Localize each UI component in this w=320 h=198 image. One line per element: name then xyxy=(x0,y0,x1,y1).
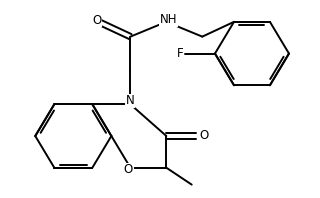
Text: N: N xyxy=(126,94,135,107)
Text: O: O xyxy=(92,14,101,27)
Text: NH: NH xyxy=(160,13,177,26)
Text: F: F xyxy=(177,47,184,60)
Text: O: O xyxy=(199,129,208,143)
Text: O: O xyxy=(124,163,133,176)
